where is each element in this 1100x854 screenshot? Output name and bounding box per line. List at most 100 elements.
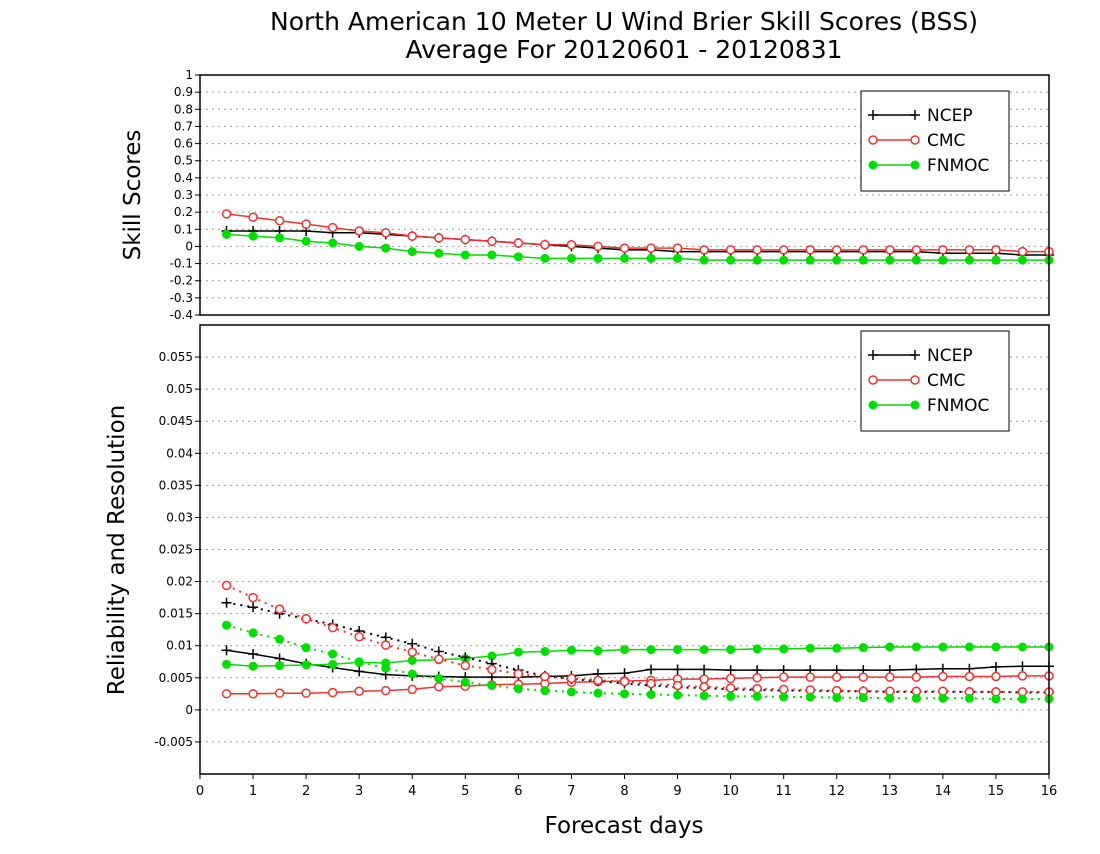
data-point [672, 680, 683, 691]
data-point [938, 245, 948, 255]
data-point [726, 645, 736, 655]
data-point [699, 664, 710, 675]
data-point [301, 688, 311, 698]
data-point [911, 642, 921, 652]
legend-box [860, 330, 1010, 432]
data-point [222, 229, 232, 239]
plot-frame [199, 324, 1050, 775]
data-point [487, 664, 497, 675]
x-tick-label: 4 [408, 784, 416, 799]
data-point [274, 215, 285, 226]
chart-title: North American 10 Meter U Wind Brier Ski… [270, 7, 978, 36]
y-tick-label: 0.01 [166, 639, 193, 653]
data-point [221, 645, 232, 656]
data-point [619, 676, 630, 687]
data-point [540, 686, 550, 696]
y-tick-label: 0.02 [166, 575, 193, 589]
data-point [407, 247, 417, 257]
y-tick-label: 0 [185, 703, 193, 717]
data-point [911, 255, 921, 265]
plot-frame [199, 74, 1050, 316]
data-point [991, 255, 1001, 265]
legend-box [860, 90, 1010, 192]
data-point [964, 671, 975, 682]
data-point [301, 219, 311, 229]
series-line-series-4 [226, 584, 1049, 693]
data-point [327, 687, 338, 698]
data-point [248, 231, 258, 241]
x-tick-label: 2 [302, 784, 310, 799]
data-point [380, 685, 391, 696]
data-point [221, 597, 232, 608]
y-tick-label: -0.4 [170, 308, 193, 322]
data-point [752, 644, 762, 654]
data-point [964, 693, 974, 703]
y-tick-label: 0.015 [159, 607, 193, 621]
data-point [938, 255, 948, 265]
data-point [1017, 671, 1028, 681]
data-point [380, 227, 391, 238]
y-tick-label: -0.005 [154, 735, 193, 749]
data-point [991, 694, 1001, 704]
data-point [328, 649, 338, 659]
data-point [832, 255, 842, 265]
data-point [407, 655, 417, 665]
x-tick-label: 14 [935, 784, 952, 799]
data-point [699, 645, 709, 655]
data-point [858, 672, 869, 682]
data-point [248, 592, 258, 603]
data-point [832, 643, 842, 653]
data-point [487, 680, 497, 690]
data-point [354, 226, 364, 236]
legend-swatch-marker [868, 110, 878, 120]
legend-label: NCEP [927, 346, 973, 366]
data-point [460, 652, 471, 663]
data-point [434, 654, 444, 664]
data-point [460, 677, 470, 687]
data-point [938, 671, 948, 682]
data-point [513, 252, 523, 262]
data-point [460, 234, 471, 245]
data-point [805, 245, 815, 255]
legend-label: CMC [927, 371, 965, 391]
data-point [778, 245, 789, 255]
series-line-ncep [226, 230, 1049, 256]
data-point [434, 233, 444, 243]
data-point [725, 683, 736, 693]
legend-label: CMC [927, 131, 965, 151]
data-point [858, 693, 868, 703]
data-point [991, 245, 1001, 255]
y-tick-label: 0.8 [174, 102, 193, 116]
legend-label: FNMOC [927, 156, 989, 176]
data-point [646, 689, 656, 699]
data-point [434, 682, 444, 692]
reliability-resolution-panel: -0.005 0 0.005 0.01 0.015 0.02 0.025 0.03 0.035 0… [154, 324, 1058, 799]
y-tick-label: 0.2 [174, 205, 193, 219]
data-point [407, 231, 417, 241]
x-tick-label: 1 [249, 784, 257, 799]
data-point [752, 683, 762, 694]
data-point [566, 645, 576, 655]
data-point [1017, 255, 1027, 265]
data-point [221, 689, 232, 699]
legend-swatch-marker [868, 350, 878, 360]
data-point [858, 245, 869, 255]
data-point [805, 692, 815, 702]
data-point [354, 241, 364, 251]
x-tick-label: 16 [1041, 784, 1058, 799]
x-tick-label: 15 [988, 784, 1005, 799]
y-axis-title-top: Skill Scores [120, 130, 146, 261]
data-point [672, 664, 683, 675]
data-point [381, 243, 391, 253]
data-point [593, 675, 603, 686]
data-point [1017, 694, 1027, 704]
data-point [248, 628, 258, 638]
data-point [222, 659, 232, 669]
data-point [354, 631, 364, 642]
x-tick-label: 6 [514, 784, 522, 799]
data-point [354, 686, 364, 697]
data-point [513, 238, 524, 248]
data-point [938, 642, 948, 652]
legend-swatch-marker [910, 160, 920, 170]
data-point [275, 233, 285, 243]
